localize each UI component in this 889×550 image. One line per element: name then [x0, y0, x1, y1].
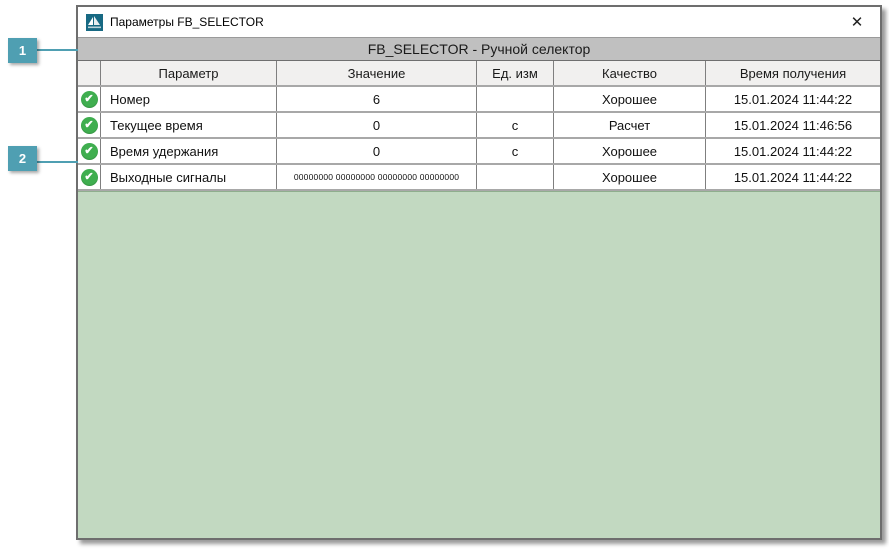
- header-quality: Качество: [554, 61, 706, 85]
- callout-badge-2: 2: [8, 146, 37, 171]
- param-quality: Расчет: [554, 113, 706, 137]
- param-time: 15.01.2024 11:44:22: [733, 91, 853, 107]
- param-value[interactable]: 0: [277, 113, 477, 137]
- param-unit: с: [477, 113, 554, 137]
- param-name: Текущее время: [101, 113, 277, 137]
- param-value[interactable]: 0: [277, 139, 477, 163]
- param-unit: с: [477, 139, 554, 163]
- window-titlebar[interactable]: Параметры FB_SELECTOR ✕: [78, 7, 880, 37]
- callout-leader-line-1: [36, 49, 78, 51]
- param-value[interactable]: 00000000 00000000 00000000 00000000: [277, 165, 477, 189]
- callout-leader-line-2: [36, 161, 78, 163]
- close-icon[interactable]: ✕: [850, 14, 864, 31]
- status-cell: ✔: [78, 139, 101, 163]
- param-quality: Хорошее: [554, 139, 706, 163]
- quality-ok-icon: ✔: [80, 142, 98, 160]
- quality-ok-icon: ✔: [80, 90, 98, 108]
- block-header: FB_SELECTOR - Ручной селектор: [78, 37, 880, 61]
- param-unit: [477, 165, 554, 189]
- table-row[interactable]: ✔ Текущее время 0 с Расчет 15.01.2024 11…: [78, 113, 880, 139]
- param-time: 15.01.2024 11:46:56: [733, 117, 853, 133]
- param-quality: Хорошее: [554, 165, 706, 189]
- table-row[interactable]: ✔ Выходные сигналы 00000000 00000000 000…: [78, 165, 880, 191]
- param-name: Номер: [101, 87, 277, 111]
- param-name: Выходные сигналы: [101, 165, 277, 189]
- empty-body-area: [78, 191, 880, 538]
- table-header-row: Параметр Значение Ед. изм Качество Время…: [78, 61, 880, 87]
- status-cell: ✔: [78, 113, 101, 137]
- param-quality: Хорошее: [554, 87, 706, 111]
- header-unit: Ед. изм: [477, 61, 554, 85]
- param-unit: [477, 87, 554, 111]
- app-logo-icon: [86, 13, 103, 31]
- header-status-column: [78, 61, 101, 85]
- header-time: Время получения: [739, 65, 847, 81]
- header-parameter: Параметр: [101, 61, 277, 85]
- quality-ok-icon: ✔: [80, 116, 98, 134]
- status-cell: ✔: [78, 87, 101, 111]
- param-value[interactable]: 6: [277, 87, 477, 111]
- header-value: Значение: [277, 61, 477, 85]
- callout-badge-1: 1: [8, 38, 37, 63]
- param-time: 15.01.2024 11:44:22: [733, 143, 853, 159]
- table-row[interactable]: ✔ Номер 6 Хорошее 15.01.2024 11:44:22: [78, 87, 880, 113]
- table-row[interactable]: ✔ Время удержания 0 с Хорошее 15.01.2024…: [78, 139, 880, 165]
- status-cell: ✔: [78, 165, 101, 189]
- param-time: 15.01.2024 11:44:22: [733, 169, 853, 185]
- window-title: Параметры FB_SELECTOR: [110, 15, 264, 29]
- param-name: Время удержания: [101, 139, 277, 163]
- parameters-window: Параметры FB_SELECTOR ✕ FB_SELECTOR - Ру…: [76, 5, 882, 540]
- quality-ok-icon: ✔: [80, 168, 98, 186]
